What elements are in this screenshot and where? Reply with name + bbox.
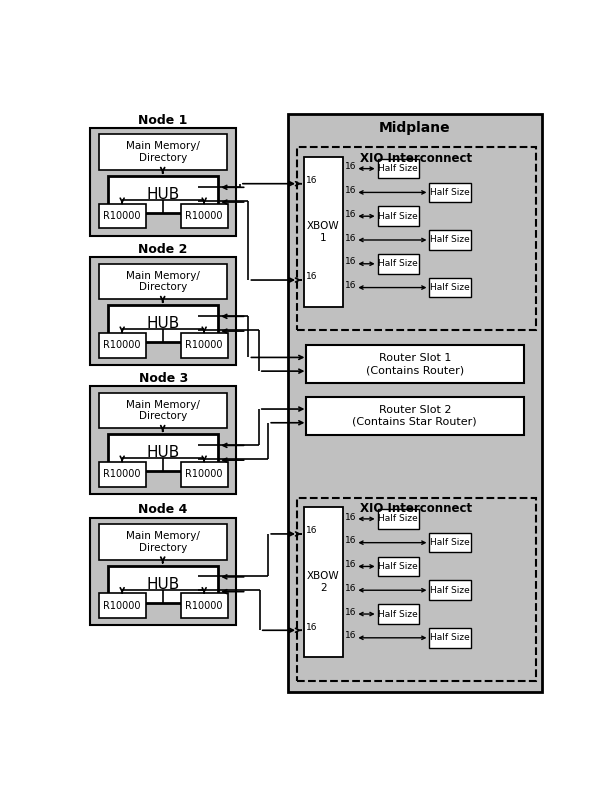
Bar xyxy=(378,604,419,624)
Text: Node 2: Node 2 xyxy=(139,243,188,256)
Text: R10000: R10000 xyxy=(185,211,223,221)
Bar xyxy=(378,254,419,274)
Text: Half Size: Half Size xyxy=(378,562,418,571)
Bar xyxy=(429,183,471,202)
Bar xyxy=(98,462,146,487)
Bar xyxy=(90,258,236,365)
Text: Half Size: Half Size xyxy=(378,211,418,221)
Text: Node 4: Node 4 xyxy=(139,504,188,516)
Bar xyxy=(378,509,419,529)
Bar xyxy=(98,524,227,559)
Text: R10000: R10000 xyxy=(103,469,141,480)
Bar xyxy=(429,580,471,600)
Text: R10000: R10000 xyxy=(103,340,141,350)
Text: 16: 16 xyxy=(345,607,356,617)
Text: R10000: R10000 xyxy=(185,601,223,610)
Bar xyxy=(181,462,228,487)
Bar xyxy=(378,557,419,576)
Text: R10000: R10000 xyxy=(103,211,141,221)
Bar xyxy=(108,176,218,213)
Bar xyxy=(429,230,471,250)
Text: Router Slot 1
(Contains Router): Router Slot 1 (Contains Router) xyxy=(366,354,464,375)
Text: Half Size: Half Size xyxy=(430,586,470,595)
Text: Half Size: Half Size xyxy=(378,610,418,618)
Bar xyxy=(90,386,236,494)
Text: R10000: R10000 xyxy=(185,469,223,480)
Text: 16: 16 xyxy=(306,272,317,282)
Text: 16: 16 xyxy=(345,631,356,641)
Bar xyxy=(108,434,218,471)
Text: 16: 16 xyxy=(306,622,317,632)
Text: 16: 16 xyxy=(345,281,356,290)
Text: HUB: HUB xyxy=(147,316,180,331)
Bar xyxy=(98,594,146,618)
Text: Half Size: Half Size xyxy=(430,283,470,292)
Bar xyxy=(181,594,228,618)
Text: Midplane: Midplane xyxy=(379,120,451,135)
Text: 16: 16 xyxy=(345,234,356,243)
Bar xyxy=(306,346,523,383)
Text: 16: 16 xyxy=(345,560,356,569)
Text: Main Memory/
Directory: Main Memory/ Directory xyxy=(126,141,199,163)
Bar xyxy=(304,507,343,658)
Text: R10000: R10000 xyxy=(185,340,223,350)
Text: XIO Interconnect: XIO Interconnect xyxy=(360,502,472,516)
Bar xyxy=(98,393,227,429)
Text: HUB: HUB xyxy=(147,445,180,460)
Text: 16: 16 xyxy=(345,512,356,522)
Bar xyxy=(181,333,228,358)
Bar xyxy=(429,278,471,298)
Bar xyxy=(181,204,228,228)
Text: HUB: HUB xyxy=(147,188,180,202)
Text: Half Size: Half Size xyxy=(378,164,418,173)
Bar xyxy=(90,128,236,236)
Bar xyxy=(378,159,419,179)
Bar xyxy=(304,156,343,307)
Bar xyxy=(98,333,146,358)
Bar xyxy=(98,263,227,299)
Text: 16: 16 xyxy=(345,258,356,267)
Text: Half Size: Half Size xyxy=(430,235,470,244)
Text: HUB: HUB xyxy=(147,577,180,592)
Text: XBOW
1: XBOW 1 xyxy=(307,221,340,243)
Bar xyxy=(429,533,471,552)
Text: XBOW
2: XBOW 2 xyxy=(307,571,340,593)
Text: XIO Interconnect: XIO Interconnect xyxy=(360,152,472,165)
Text: Half Size: Half Size xyxy=(430,188,470,197)
Text: 16: 16 xyxy=(306,527,317,535)
Text: Router Slot 2
(Contains Star Router): Router Slot 2 (Contains Star Router) xyxy=(353,405,477,427)
Text: 16: 16 xyxy=(345,186,356,195)
Text: Main Memory/
Directory: Main Memory/ Directory xyxy=(126,400,199,421)
Bar xyxy=(306,397,523,435)
Text: Main Memory/
Directory: Main Memory/ Directory xyxy=(126,271,199,292)
Text: 16: 16 xyxy=(345,210,356,219)
Text: Node 3: Node 3 xyxy=(139,372,188,385)
Text: 16: 16 xyxy=(306,176,317,185)
Bar xyxy=(108,306,218,342)
Bar xyxy=(297,498,536,681)
Text: R10000: R10000 xyxy=(103,601,141,610)
Text: Half Size: Half Size xyxy=(378,259,418,268)
Text: Half Size: Half Size xyxy=(378,515,418,523)
Text: Half Size: Half Size xyxy=(430,634,470,642)
Text: Node 1: Node 1 xyxy=(139,114,188,127)
Bar xyxy=(98,135,227,170)
Bar xyxy=(90,518,236,626)
Text: 16: 16 xyxy=(345,536,356,545)
Text: 16: 16 xyxy=(345,584,356,593)
Bar xyxy=(288,114,542,692)
Bar xyxy=(429,628,471,648)
Bar xyxy=(98,204,146,228)
Bar xyxy=(297,148,536,330)
Bar xyxy=(108,566,218,602)
Bar xyxy=(378,207,419,226)
Text: Half Size: Half Size xyxy=(430,538,470,547)
Text: Main Memory/
Directory: Main Memory/ Directory xyxy=(126,531,199,553)
Text: 16: 16 xyxy=(345,162,356,172)
